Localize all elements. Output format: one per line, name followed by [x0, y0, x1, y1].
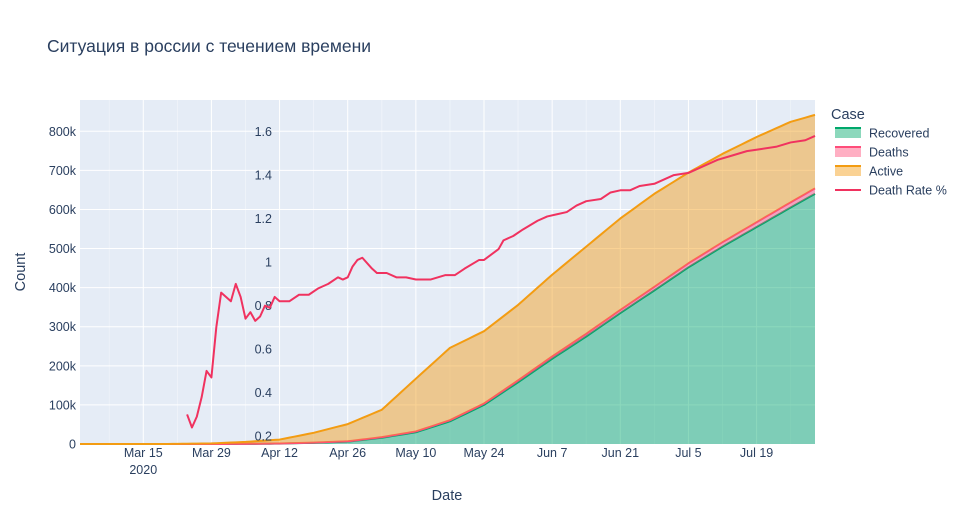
y-tick-label: 200k: [49, 359, 77, 373]
plot-area: 0 100k 200k 300k 400k 500k 600k 700k 800k Mar 15 2…: [49, 100, 816, 477]
death-rate-line: [186, 134, 816, 429]
x-tick-label: Apr 12: [261, 446, 298, 460]
y-tick-label: 100k: [49, 398, 77, 412]
y-tick-label: 400k: [49, 281, 77, 295]
y2-tick-label: 1.2: [255, 212, 272, 226]
legend-label-active: Active: [869, 165, 903, 179]
y-tick-label: 600k: [49, 203, 77, 217]
y-tick-label: 500k: [49, 242, 77, 256]
recovered-area: [80, 193, 815, 444]
y-gridlines: [80, 130, 815, 406]
y2-tick-label: 1.6: [255, 125, 272, 139]
y2-tick-label: 1.4: [255, 169, 272, 183]
x-tick-label: May 24: [464, 446, 505, 460]
legend: Case Recovered Deaths Active Death Rate %: [831, 107, 947, 198]
x-tick-label: Jul 5: [675, 446, 701, 460]
x-axis-title: Date: [432, 488, 463, 504]
x-tick-label: Mar 15: [124, 446, 163, 460]
y-axis-title: Count: [13, 253, 29, 292]
legend-label-death-rate: Death Rate %: [869, 184, 947, 198]
legend-swatch-recovered: [835, 128, 861, 138]
y-tick-label: 800k: [49, 125, 77, 139]
y2-tick-label: 0.4: [255, 386, 272, 400]
y-tick-label: 0: [69, 438, 76, 452]
chart-title: Ситуация в россии с течением времени: [47, 36, 371, 56]
y-tick-label: 700k: [49, 164, 77, 178]
x-tick-label: Jun 7: [537, 446, 568, 460]
y2-tick-label: 0.6: [255, 343, 272, 357]
legend-title: Case: [831, 107, 865, 123]
x-gridlines: [142, 100, 758, 444]
y-tick-label: 300k: [49, 320, 77, 334]
y2-tick-label: 0.8: [255, 299, 272, 313]
x-tick-sublabel: 2020: [129, 463, 157, 477]
active-area: [80, 114, 815, 444]
x-tick-label: Mar 29: [192, 446, 231, 460]
legend-swatch-deaths: [835, 147, 861, 157]
y2-tick-label: 1: [265, 256, 272, 270]
legend-swatch-active: [835, 166, 861, 176]
y2-tick-label: 0.2: [255, 430, 272, 444]
legend-label-recovered: Recovered: [869, 127, 929, 141]
plot-background: [80, 100, 815, 444]
x-tick-label: Jul 19: [740, 446, 773, 460]
x-tick-label: Apr 26: [329, 446, 366, 460]
legend-label-deaths: Deaths: [869, 146, 909, 160]
x-tick-label: May 10: [395, 446, 436, 460]
x-tick-label: Jun 21: [602, 446, 640, 460]
